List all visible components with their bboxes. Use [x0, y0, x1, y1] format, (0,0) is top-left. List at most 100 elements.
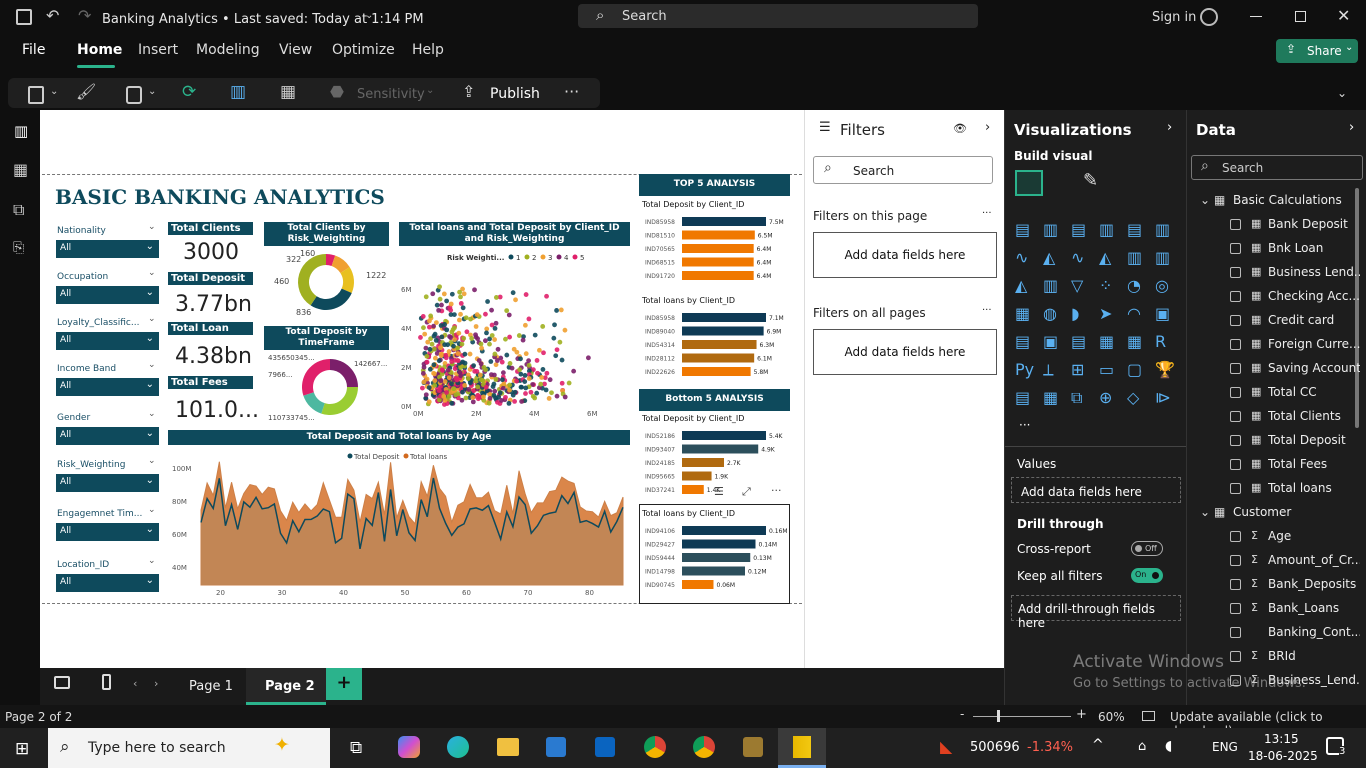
chrome-icon[interactable] [644, 736, 666, 758]
visual-type-icon[interactable]: ⁘ [1099, 276, 1113, 295]
visual-type-icon[interactable]: ▦ [1015, 304, 1031, 323]
publish-button[interactable]: Publish [490, 86, 540, 102]
menu-file[interactable]: File [22, 42, 46, 58]
visual-type-icon[interactable]: ▥ [1043, 220, 1059, 239]
filters-search[interactable]: ⌕ Search [813, 156, 993, 184]
data-field[interactable]: Total loans [1268, 481, 1332, 495]
zoom-slider[interactable] [973, 716, 1071, 717]
data-field[interactable]: Total Deposit [1268, 433, 1346, 447]
menu-home[interactable]: Home [77, 42, 123, 58]
visual-type-icon[interactable]: ⟂ [1043, 360, 1054, 379]
chevron-down-icon[interactable]: ⌄ [1200, 193, 1211, 207]
windows-start-icon[interactable]: ⊞ [15, 739, 30, 759]
visual-type-icon[interactable]: ▤ [1071, 332, 1087, 351]
field-checkbox[interactable] [1230, 627, 1241, 638]
field-checkbox[interactable] [1230, 315, 1241, 326]
field-checkbox[interactable] [1230, 387, 1241, 398]
visual-type-icon[interactable]: ▭ [1099, 360, 1115, 379]
visual-type-icon[interactable]: ⊞ [1071, 360, 1085, 379]
copilot-icon[interactable] [398, 736, 420, 758]
data-table-name[interactable]: Customer [1233, 505, 1292, 519]
volume-icon[interactable]: ◖ [1165, 738, 1173, 754]
data-field[interactable]: Total Clients [1268, 409, 1341, 423]
data-field[interactable]: Business_Lend... [1268, 673, 1360, 687]
zoom-slider-thumb[interactable] [997, 710, 1000, 722]
field-checkbox[interactable] [1230, 363, 1241, 374]
visual-type-icon[interactable]: ◎ [1155, 276, 1169, 295]
data-field[interactable]: Banking_Cont... [1268, 625, 1360, 639]
format-visual-icon[interactable]: ✎ [1083, 170, 1099, 191]
chevron-down-icon[interactable]: ⌄ [148, 222, 156, 232]
visual-type-icon[interactable]: ◭ [1099, 248, 1112, 267]
network-icon[interactable]: ⌂ [1138, 739, 1147, 754]
chevron-down-icon[interactable]: ⌄ [148, 556, 156, 566]
menu-help[interactable]: Help [412, 42, 444, 58]
visual-type-icon[interactable]: ➤ [1099, 304, 1113, 323]
chevron-up-icon[interactable]: ^ [1092, 737, 1104, 753]
menu-optimize[interactable]: Optimize [332, 42, 395, 58]
chevron-down-icon[interactable]: ⌄ [148, 86, 157, 97]
sign-in-button[interactable]: Sign in [1152, 10, 1197, 25]
visual-type-icon[interactable]: ◍ [1043, 304, 1057, 323]
values-drop[interactable]: Add data fields here [1011, 477, 1181, 503]
model-view-icon[interactable]: ⧉ [13, 200, 25, 219]
slicer-dropdown[interactable]: All ⌄ [56, 427, 159, 445]
edge-icon[interactable] [447, 736, 469, 758]
visual-type-icon[interactable]: ∿ [1015, 248, 1029, 267]
add-page-button[interactable]: + [326, 668, 362, 700]
keep-filters-toggle[interactable]: On [1131, 568, 1163, 583]
next-page-icon[interactable]: › [154, 677, 159, 690]
visual-type-icon[interactable]: Py [1015, 360, 1035, 379]
refresh-icon[interactable]: ⟳ [182, 82, 197, 102]
visual-type-icon[interactable]: R [1155, 332, 1167, 351]
field-checkbox[interactable] [1230, 411, 1241, 422]
visual-type-icon[interactable]: ◗ [1071, 304, 1080, 323]
more-options-icon[interactable]: ··· [982, 208, 992, 219]
data-field[interactable]: Total CC [1268, 385, 1317, 399]
field-checkbox[interactable] [1230, 459, 1241, 470]
taskbar-search[interactable]: ⌕ Type here to search ✦ [48, 728, 330, 768]
visual-type-icon[interactable]: ⧉ [1071, 388, 1083, 407]
menu-insert[interactable]: Insert [138, 42, 179, 58]
focus-mode-icon[interactable]: ⤢ [742, 485, 751, 498]
data-field[interactable]: Bank Deposit [1268, 217, 1348, 231]
slicer-dropdown[interactable]: All ⌄ [56, 332, 159, 350]
field-checkbox[interactable] [1230, 579, 1241, 590]
more-visuals-icon[interactable]: ··· [1019, 418, 1031, 432]
filters-all-pages-drop[interactable]: Add data fields here [813, 329, 997, 375]
visual-type-icon[interactable]: ▢ [1127, 360, 1143, 379]
drill-through-drop[interactable]: Add drill-through fields here [1011, 595, 1181, 630]
visual-type-icon[interactable]: ▤ [1071, 220, 1087, 239]
visual-type-icon[interactable]: ▥ [1127, 248, 1143, 267]
visual-type-icon[interactable]: ▦ [1099, 332, 1115, 351]
field-checkbox[interactable] [1230, 435, 1241, 446]
mobile-layout-icon[interactable] [102, 674, 111, 690]
visual-type-icon[interactable]: ▦ [1127, 332, 1143, 351]
chevron-down-icon[interactable]: ⌄ [365, 10, 374, 21]
data-field[interactable]: Foreign Curre... [1268, 337, 1360, 351]
zoom-in-button[interactable]: + [1076, 707, 1087, 722]
visual-type-icon[interactable]: ▤ [1015, 220, 1031, 239]
collapse-icon[interactable]: › [985, 120, 991, 135]
field-checkbox[interactable] [1230, 651, 1241, 662]
data-field[interactable]: Age [1268, 529, 1292, 543]
chevron-down-icon[interactable]: ⌄ [148, 268, 156, 278]
area-chart-age[interactable]: Total Deposit Total loans 100M 80M 60M 40M 20 3… [168, 447, 630, 600]
field-checkbox[interactable] [1230, 483, 1241, 494]
slicer-dropdown[interactable]: All ⌄ [56, 378, 159, 396]
data-field[interactable]: Amount_of_Cr... [1268, 553, 1360, 567]
share-button[interactable]: ⇪ Share ⌄ [1276, 39, 1358, 63]
field-checkbox[interactable] [1230, 339, 1241, 350]
data-field[interactable]: Saving Account [1268, 361, 1360, 375]
chevron-down-icon[interactable]: ⌄ [50, 86, 59, 97]
data-field[interactable]: Total Fees [1268, 457, 1328, 471]
snipping-tool-icon[interactable] [743, 737, 763, 757]
search-box[interactable]: ⌕ Search [578, 4, 978, 28]
stock-value[interactable]: 500696 [970, 740, 1020, 755]
visual-type-icon[interactable]: ▥ [1155, 248, 1171, 267]
field-checkbox[interactable] [1230, 243, 1241, 254]
page-tab-1[interactable]: Page 1 [189, 679, 233, 694]
visual-type-icon[interactable]: ◇ [1127, 388, 1140, 407]
visual-type-icon[interactable]: ▤ [1127, 220, 1143, 239]
